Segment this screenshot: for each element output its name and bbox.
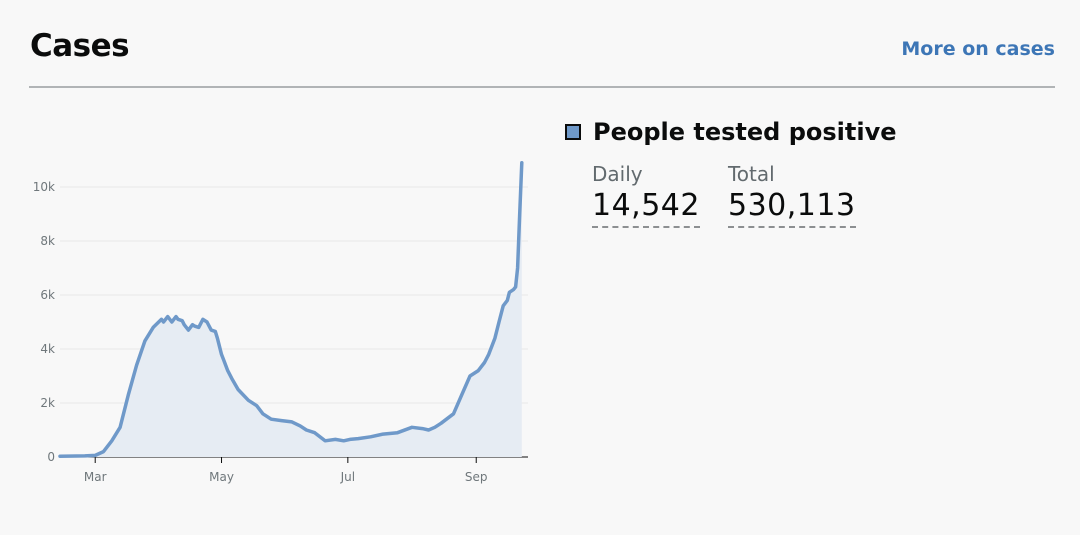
cases-chart: 0 2k 4k 6k 8k 10k Mar May Jul Sep <box>0 130 540 510</box>
stat-total-label: Total <box>727 162 775 186</box>
x-tick-label: May <box>209 470 234 484</box>
cases-chart-svg: 0 2k 4k 6k 8k 10k Mar May Jul Sep <box>33 160 528 484</box>
legend-swatch <box>565 124 581 140</box>
x-tick-label: Jul <box>340 470 355 484</box>
y-tick-label: 0 <box>47 450 55 464</box>
page-title: Cases <box>30 28 130 64</box>
stat-daily-value[interactable]: 14,542 <box>592 188 700 228</box>
series-line <box>58 160 524 458</box>
legend: People tested positive <box>565 118 897 146</box>
legend-label: People tested positive <box>593 118 897 146</box>
stat-total-value[interactable]: 530,113 <box>727 188 856 228</box>
y-tick-label: 6k <box>40 288 55 302</box>
headline-stats: Daily 14,542 Total 530,113 <box>592 160 884 228</box>
more-on-cases-link[interactable]: More on cases <box>901 38 1055 60</box>
stat-daily-label: Daily <box>592 162 643 186</box>
stat-daily: Daily 14,542 <box>592 160 700 228</box>
x-tick-label: Sep <box>465 470 488 484</box>
y-tick-label: 8k <box>40 234 55 248</box>
y-tick-label: 4k <box>40 342 55 356</box>
stat-total: Total 530,113 <box>727 160 856 228</box>
header-divider <box>29 86 1055 88</box>
y-tick-label: 10k <box>33 180 55 194</box>
x-tick-label: Mar <box>84 470 107 484</box>
y-tick-label: 2k <box>40 396 55 410</box>
series-area <box>60 162 522 457</box>
